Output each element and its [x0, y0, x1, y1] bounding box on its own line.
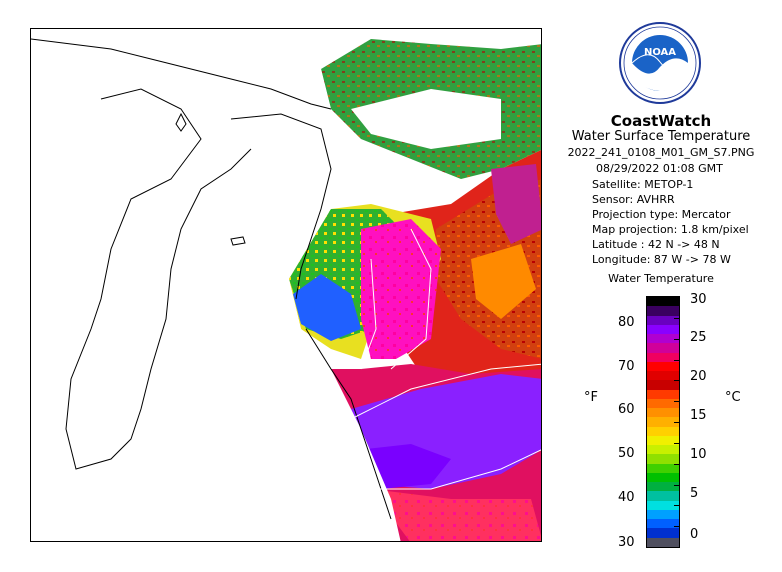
- f-tick-50: 50: [618, 446, 635, 461]
- c-tick-20: 20: [690, 369, 707, 384]
- color-scale-tick: [674, 401, 679, 403]
- eastern-magenta: [491, 164, 541, 244]
- legend-title: Water Temperature: [608, 272, 714, 285]
- color-scale-tick: [674, 526, 679, 528]
- color-scale-tick: [674, 317, 679, 319]
- color-scale-step: [647, 334, 679, 345]
- orange-patch: [471, 244, 536, 319]
- product-name: CoastWatch: [610, 112, 712, 130]
- color-scale-tick: [674, 297, 679, 298]
- cool-blue-patch: [293, 274, 361, 341]
- color-scale-step: [647, 398, 679, 409]
- color-scale-step: [647, 417, 679, 428]
- color-scale-step: [647, 472, 679, 483]
- color-scale-step: [647, 315, 679, 326]
- celsius-unit: °C: [725, 390, 741, 405]
- color-scale-tick: [674, 359, 679, 361]
- c-tick-10: 10: [690, 447, 707, 462]
- projection-type: Projection type: Mercator: [592, 208, 731, 221]
- shoreline-white: [350, 228, 541, 490]
- color-scale-bar: [646, 296, 680, 548]
- color-scale-tick: [674, 547, 679, 548]
- color-scale-step: [647, 352, 679, 363]
- longitude-range: Longitude: 87 W -> 78 W: [592, 253, 731, 266]
- fahrenheit-unit: °F: [584, 390, 598, 405]
- color-scale-step: [647, 491, 679, 502]
- product-title: Water Surface Temperature: [571, 129, 751, 144]
- color-scale-tick: [674, 463, 679, 465]
- f-tick-80: 80: [618, 315, 635, 330]
- c-tick-15: 15: [690, 408, 707, 423]
- color-scale-tick: [674, 422, 679, 423]
- noaa-logo: NOAA: [619, 22, 701, 104]
- color-scale-step: [647, 463, 679, 474]
- color-scale-tick: [674, 442, 679, 444]
- c-tick-5: 5: [690, 486, 699, 501]
- color-scale-step: [647, 426, 679, 437]
- swath-edge: [31, 29, 401, 541]
- color-scale-step: [647, 454, 679, 465]
- color-scale-tick: [674, 484, 679, 486]
- color-scale-step: [647, 343, 679, 354]
- color-scale-tick: [674, 380, 679, 382]
- color-scale-step: [647, 509, 679, 520]
- latitude-range: Latitude : 42 N -> 48 N: [592, 238, 720, 251]
- f-tick-40: 40: [618, 490, 635, 505]
- map-projection: Map projection: 1.8 km/pixel: [592, 223, 749, 236]
- color-scale-step: [647, 435, 679, 446]
- upper-peninsula-coast: [31, 38, 332, 110]
- satellite-label: Satellite: METOP-1: [592, 178, 694, 191]
- file-name: 2022_241_0108_M01_GM_S7.PNG: [567, 146, 755, 159]
- acquisition-time: 08/29/2022 01:08 GMT: [596, 162, 723, 175]
- c-tick-30: 30: [690, 292, 707, 307]
- noaa-logo-text: NOAA: [644, 47, 676, 58]
- f-tick-60: 60: [618, 402, 635, 417]
- color-scale-step: [647, 408, 679, 419]
- f-tick-70: 70: [618, 359, 635, 374]
- color-scale-step: [647, 324, 679, 335]
- color-scale-step: [647, 361, 679, 372]
- island-outline: [175, 112, 187, 132]
- color-scale-step: [647, 537, 679, 547]
- color-scale-tick: [674, 505, 679, 507]
- color-scale-step: [647, 306, 679, 317]
- color-scale-step: [647, 500, 679, 511]
- michigan-thumb-coast: [230, 113, 332, 300]
- color-scale-step: [647, 519, 679, 530]
- color-scale-step: [647, 445, 679, 456]
- cloud-mask: [351, 89, 501, 149]
- f-tick-30: 30: [618, 535, 635, 550]
- lake-michigan-outline: [65, 88, 252, 470]
- color-scale-step: [647, 371, 679, 382]
- sst-map-canvas: [31, 29, 541, 541]
- c-tick-0: 0: [690, 527, 699, 542]
- color-scale-step: [647, 528, 679, 539]
- c-tick-25: 25: [690, 330, 707, 345]
- color-scale-tick: [674, 338, 679, 340]
- sensor-label: Sensor: AVHRR: [592, 193, 675, 206]
- color-scale-step: [647, 389, 679, 400]
- sst-map: [30, 28, 542, 542]
- color-scale-step: [647, 482, 679, 493]
- color-scale-step: [647, 380, 679, 391]
- color-scale-step: [647, 297, 679, 307]
